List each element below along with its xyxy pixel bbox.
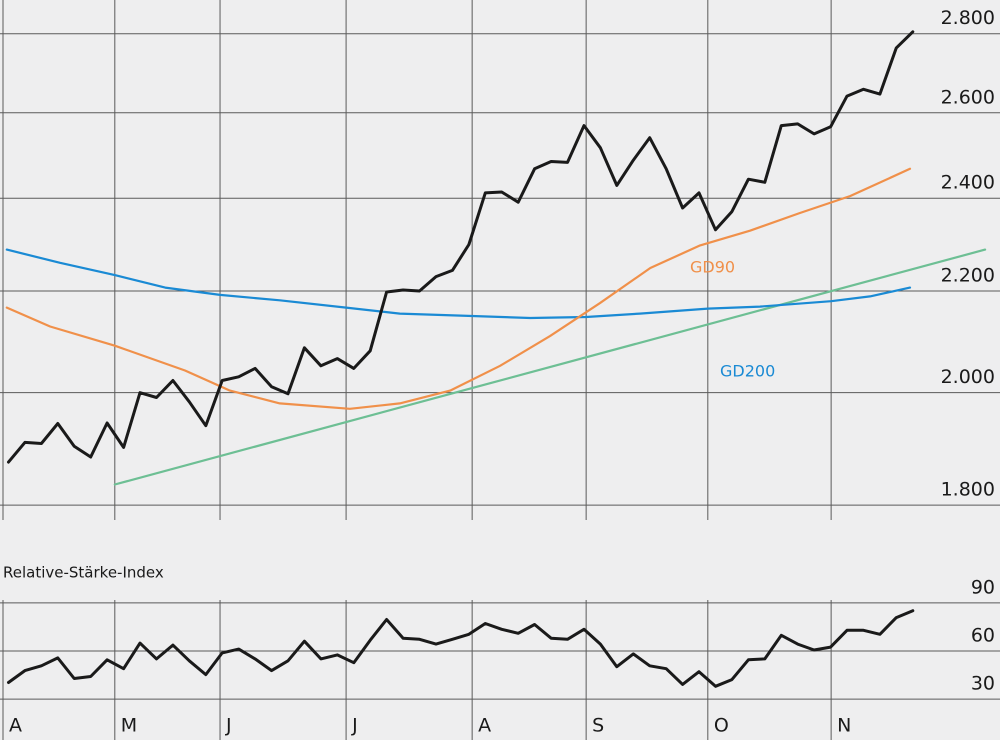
y-tick-label: 2.200	[941, 265, 995, 287]
series-line	[5, 167, 912, 410]
y-tick-label: 2.600	[941, 86, 995, 108]
x-tick-label: A	[478, 715, 491, 737]
x-tick-label: J	[225, 715, 232, 737]
series-label: GD90	[690, 258, 735, 277]
series-line	[113, 248, 987, 486]
x-tick-label: J	[351, 715, 358, 737]
x-tick-label: N	[837, 715, 851, 737]
y-tick-label: 1.800	[941, 479, 995, 501]
y-tick-label: 60	[971, 625, 995, 647]
x-tick-label: S	[592, 715, 604, 737]
y-tick-label: 2.800	[941, 7, 995, 29]
x-tick-label: O	[714, 715, 729, 737]
panel-title: Relative-Stärke-Index	[3, 564, 164, 582]
series-line	[5, 248, 912, 320]
x-tick-label: A	[9, 715, 22, 737]
y-tick-label: 30	[971, 673, 995, 695]
series-line	[7, 30, 915, 464]
series-line	[7, 609, 915, 688]
y-tick-label: 2.000	[941, 366, 995, 388]
series-label: GD200	[720, 362, 775, 381]
x-tick-label: M	[121, 715, 137, 737]
y-tick-label: 2.400	[941, 172, 995, 194]
y-tick-label: 90	[971, 576, 995, 598]
